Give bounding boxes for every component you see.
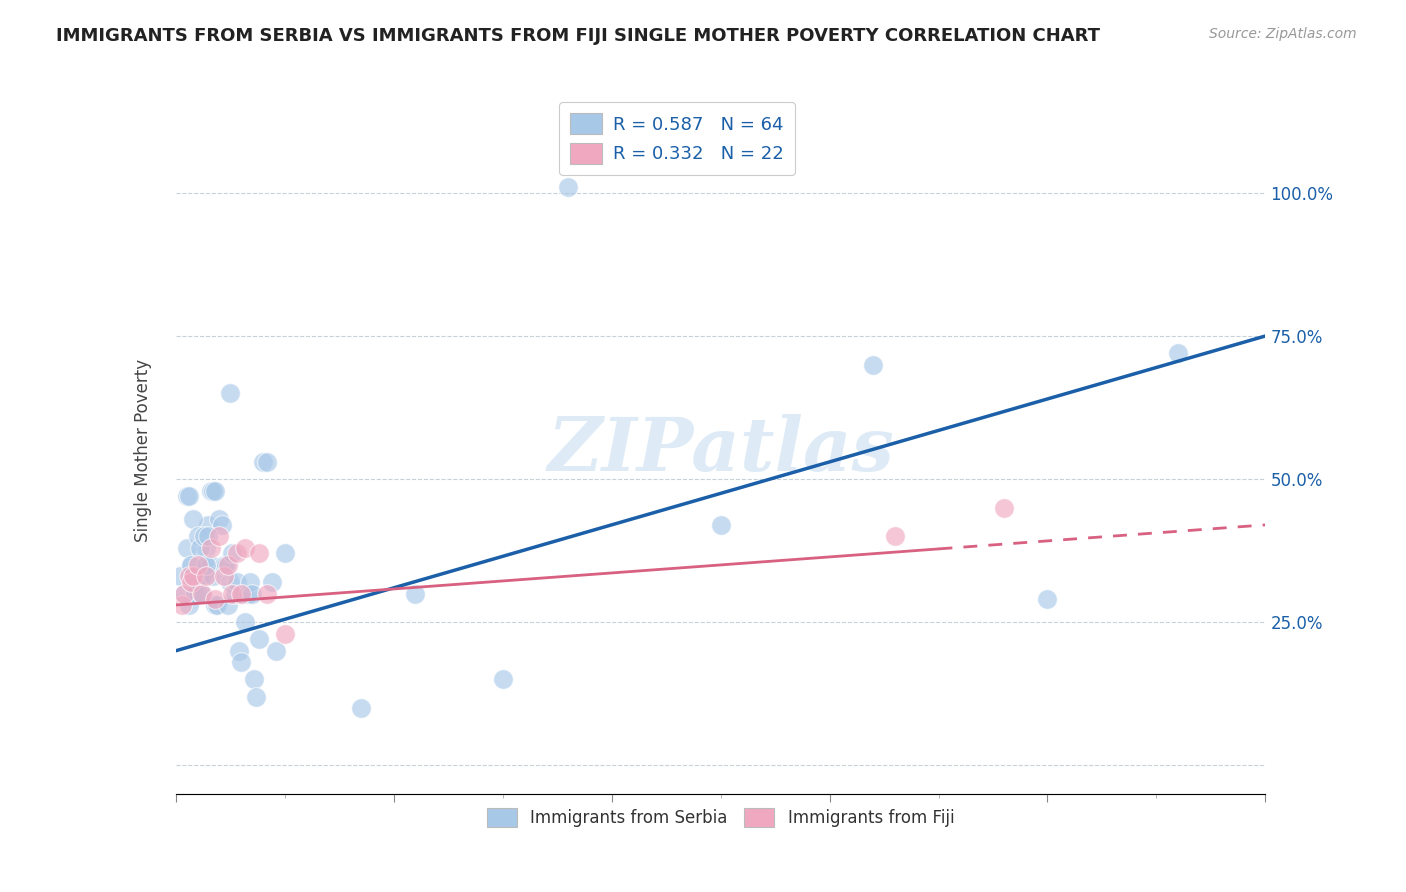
Point [247, 632, 270, 647]
Point [176, 541, 198, 555]
Text: Source: ZipAtlas.com: Source: ZipAtlas.com [1209, 27, 1357, 41]
Point [204, 598, 226, 612]
Point [177, 569, 200, 583]
Point [186, 529, 209, 543]
Point [184, 586, 207, 600]
Point [235, 615, 257, 630]
Point [172, 598, 194, 612]
Point [274, 626, 297, 640]
Point [195, 558, 218, 572]
Text: ZIPatlas: ZIPatlas [547, 414, 894, 487]
Point [197, 517, 219, 532]
Point [193, 558, 215, 572]
Point [215, 558, 238, 572]
Point [211, 517, 233, 532]
Point [231, 586, 253, 600]
Point [181, 569, 204, 583]
Point [177, 598, 200, 612]
Point [217, 558, 239, 572]
Point [1036, 592, 1059, 607]
Point [862, 358, 884, 372]
Point [405, 586, 427, 600]
Point [557, 180, 579, 194]
Point [274, 546, 297, 561]
Point [180, 558, 202, 572]
Point [188, 541, 211, 555]
Point [195, 541, 218, 555]
Point [228, 644, 250, 658]
Point [200, 483, 222, 498]
Point [221, 546, 243, 561]
Point [243, 673, 266, 687]
Point [350, 701, 373, 715]
Point [245, 690, 267, 704]
Point [492, 673, 515, 687]
Point [204, 483, 226, 498]
Point [195, 569, 218, 583]
Point [184, 586, 207, 600]
Point [180, 558, 202, 572]
Point [188, 569, 211, 583]
Point [169, 569, 191, 583]
Point [1167, 346, 1189, 360]
Point [191, 586, 214, 600]
Point [176, 489, 198, 503]
Point [247, 546, 270, 561]
Point [186, 586, 209, 600]
Point [236, 586, 259, 600]
Point [212, 569, 235, 583]
Point [993, 500, 1015, 515]
Point [235, 541, 257, 555]
Point [186, 558, 209, 572]
Point [232, 586, 254, 600]
Point [208, 529, 231, 543]
Point [200, 558, 222, 572]
Point [252, 455, 274, 469]
Point [224, 586, 246, 600]
Y-axis label: Single Mother Poverty: Single Mother Poverty [134, 359, 152, 542]
Point [219, 575, 242, 590]
Point [260, 575, 283, 590]
Point [204, 592, 226, 607]
Point [205, 598, 228, 612]
Point [208, 512, 231, 526]
Point [225, 575, 247, 590]
Point [180, 575, 202, 590]
Point [264, 644, 287, 658]
Point [181, 512, 204, 526]
Point [225, 546, 247, 561]
Text: IMMIGRANTS FROM SERBIA VS IMMIGRANTS FROM FIJI SINGLE MOTHER POVERTY CORRELATION: IMMIGRANTS FROM SERBIA VS IMMIGRANTS FRO… [56, 27, 1101, 45]
Point [191, 586, 214, 600]
Point [256, 455, 278, 469]
Point [884, 529, 907, 543]
Point [173, 586, 195, 600]
Point [193, 529, 215, 543]
Point [197, 529, 219, 543]
Point [221, 586, 243, 600]
Point [240, 586, 263, 600]
Point [231, 655, 253, 669]
Point [181, 575, 204, 590]
Point [173, 586, 195, 600]
Point [191, 569, 214, 583]
Point [212, 558, 235, 572]
Point [177, 489, 200, 503]
Point [710, 517, 733, 532]
Point [201, 569, 224, 583]
Point [217, 598, 239, 612]
Point [200, 541, 222, 555]
Legend: Immigrants from Serbia, Immigrants from Fiji: Immigrants from Serbia, Immigrants from … [481, 801, 960, 834]
Point [201, 483, 224, 498]
Point [239, 575, 262, 590]
Point [256, 586, 278, 600]
Point [219, 386, 242, 401]
